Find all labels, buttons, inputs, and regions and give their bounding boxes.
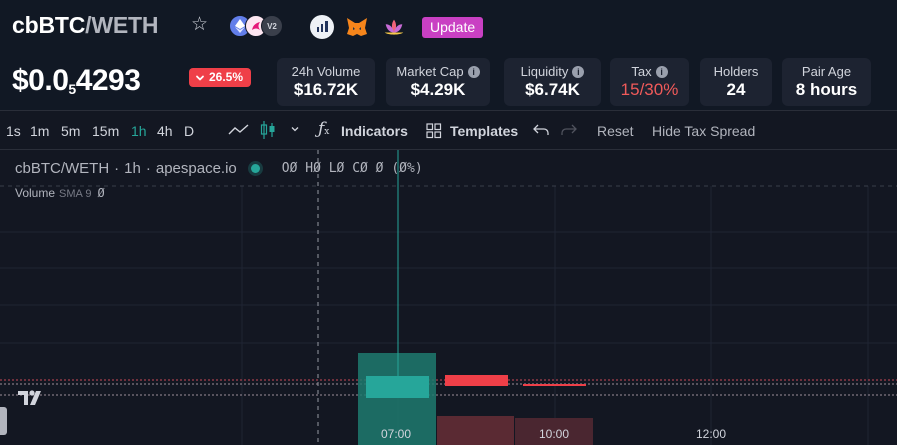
tradingview-logo-icon[interactable] [17,388,45,410]
caret-down-icon [196,75,204,80]
stat-value: 8 hours [795,80,858,99]
legend-symbol: cbBTC/WETH [15,160,110,177]
stat-label: Tax [631,64,652,79]
candle-body [366,376,429,398]
line-chart-icon[interactable] [228,122,250,138]
lotus-icon[interactable] [382,15,406,39]
info-icon[interactable]: i [467,65,480,78]
redo-icon[interactable] [561,123,577,137]
chart-legend: cbBTC/WETH · 1h · apespace.io OØ HØ LØ C… [15,160,423,177]
stat-pair-age: Pair Age 8 hours [782,58,871,106]
token-price: $0.054293 [12,64,141,98]
stat-label: Liquidity [520,64,569,79]
info-icon[interactable]: i [655,65,668,78]
chart-toolbar: 1s 1m 5m 15m 1h 4h D ƒx Indicators Templ… [0,111,897,150]
pair-header: cbBTC/WETH ☆ V2 Update $0.054293 26.5% 2… [0,0,897,111]
legend-source: apespace.io [155,160,237,177]
volume-legend: Volume SMA 9 Ø [15,186,105,200]
stat-value: 24 [726,80,746,99]
v2-badge: V2 [261,15,283,37]
price-chart[interactable]: cbBTC/WETH · 1h · apespace.io OØ HØ LØ C… [0,150,897,445]
legend-ohlc: OØ HØ LØ CØ Ø (Ø%) [281,161,423,176]
time-axis-label: 12:00 [696,427,727,441]
chevron-down-icon[interactable] [290,124,300,134]
legend-interval: 1h [124,160,141,177]
candle-body [445,375,508,386]
pair-title: cbBTC/WETH [12,12,158,39]
stat-liquidity: Liquidity i $6.74K [504,58,601,106]
price-change-badge: 26.5% [189,68,252,87]
stat-market-cap: Market Cap i $4.29K [386,58,490,106]
vertical-grid [241,186,869,445]
info-icon[interactable]: i [572,65,585,78]
volume-bar [358,353,436,445]
time-axis-label: 07:00 [381,427,412,441]
reset-button[interactable]: Reset [597,123,634,139]
stat-value: $16.72K [293,80,359,99]
templates-button[interactable]: Templates [450,123,519,139]
candlestick-icon[interactable] [259,120,277,140]
candle-body [523,384,586,386]
interval-4h[interactable]: 4h [157,123,173,139]
stat-value: $6.74K [525,80,580,99]
volume-sma-label: SMA 9 [59,188,92,200]
stat-holders: Holders 24 [700,58,772,106]
horizontal-grid [0,231,897,344]
interval-5m[interactable]: 5m [61,123,81,139]
undo-icon[interactable] [533,123,549,137]
interval-1m[interactable]: 1m [30,123,50,139]
stat-value: 15/30% [620,80,679,99]
volume-bar [437,416,514,445]
price-change-value: 26.5% [209,70,244,84]
side-panel-toggle[interactable] [0,407,7,435]
indicators-fx-icon[interactable]: ƒx [318,119,330,139]
stat-label: Market Cap [396,64,464,79]
stat-label: Pair Age [801,64,852,79]
interval-1h[interactable]: 1h [131,123,147,139]
volume-value: Ø [97,186,105,200]
chart-canvas[interactable] [0,150,897,445]
time-axis-label: 10:00 [539,427,570,441]
stat-value: $4.29K [410,80,466,99]
price-digits: 4293 [75,64,141,97]
stat-24h-volume: 24h Volume $16.72K [277,58,375,106]
stat-label: Holders [713,64,759,79]
interval-15m[interactable]: 15m [92,123,120,139]
volume-bar [515,418,593,445]
hide-tax-spread-button[interactable]: Hide Tax Spread [652,123,756,139]
volume-label: Volume [15,186,56,200]
metamask-icon[interactable] [345,15,369,39]
interval-d[interactable]: D [184,123,195,139]
update-button[interactable]: Update [422,17,484,38]
chain-dex-icons: V2 [229,15,283,39]
price-zero-count: 5 [68,81,76,97]
stat-label: 24h Volume [291,64,361,79]
templates-grid-icon[interactable] [426,123,442,139]
pair-base-token: cbBTC [12,12,86,38]
star-icon[interactable]: ☆ [191,14,209,35]
price-prefix: $0.0 [12,64,69,97]
market-status-dot-icon [250,164,260,173]
interval-1s[interactable]: 1s [6,123,21,139]
etherscan-icon[interactable] [310,15,334,39]
pair-quote-token: WETH [91,12,159,38]
pair-separator: / [85,12,92,38]
stat-tax: Tax i 15/30% [610,58,689,106]
indicators-button[interactable]: Indicators [341,123,408,139]
